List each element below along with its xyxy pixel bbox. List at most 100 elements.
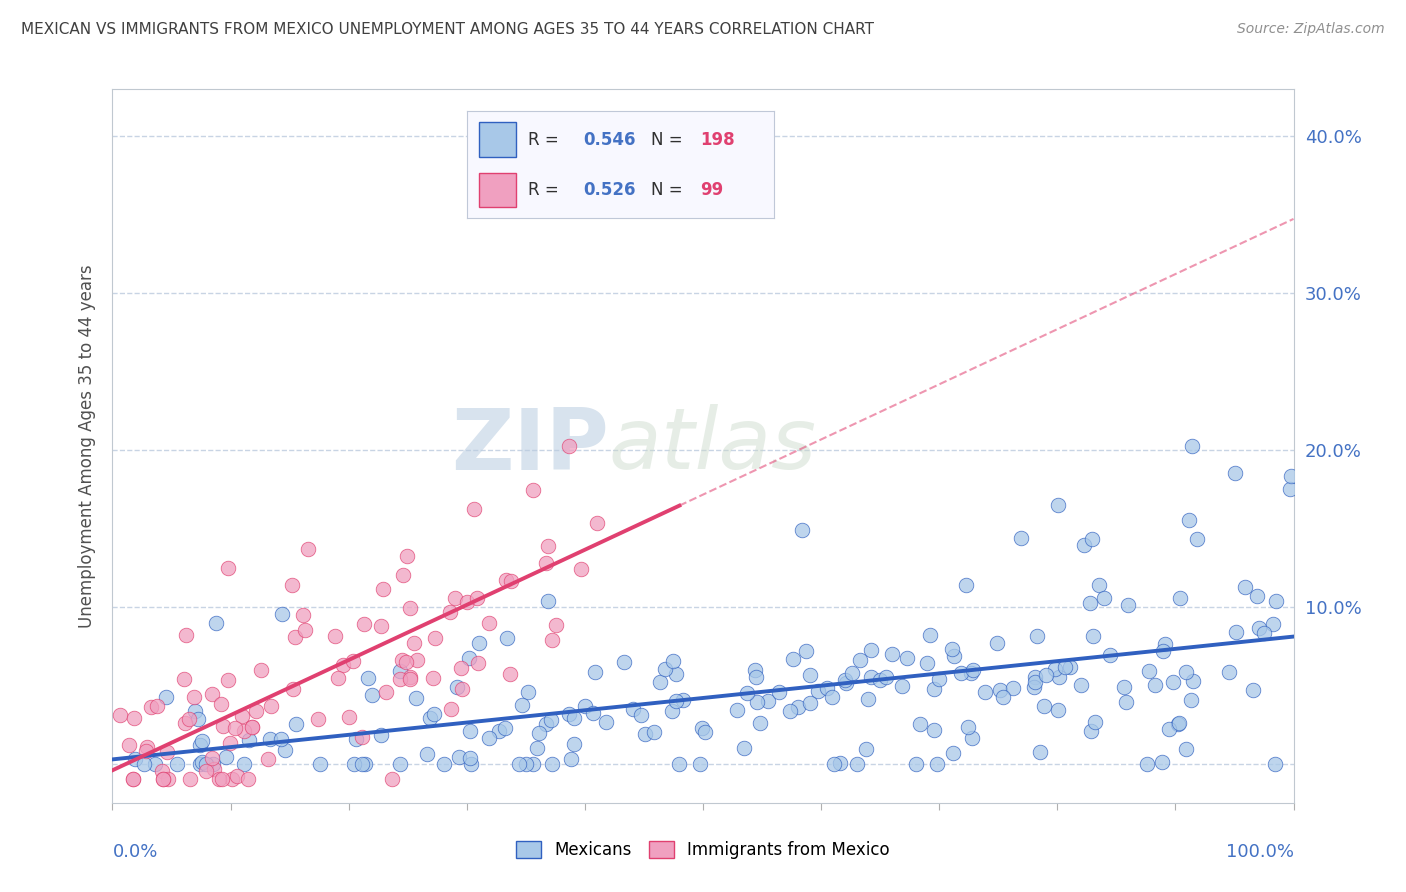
- Point: [141, 700, 163, 714]
- Point: [582, 706, 605, 720]
- FancyBboxPatch shape: [479, 173, 516, 207]
- Point: [124, 752, 146, 766]
- Point: [1225, 624, 1247, 639]
- Point: [725, 703, 748, 717]
- Point: [508, 756, 530, 771]
- Point: [643, 725, 665, 739]
- Point: [146, 699, 169, 714]
- Point: [1246, 589, 1268, 603]
- Point: [232, 724, 254, 739]
- Point: [959, 666, 981, 681]
- Point: [1081, 629, 1104, 643]
- Point: [309, 756, 332, 771]
- Point: [922, 723, 945, 738]
- Point: [654, 663, 676, 677]
- Point: [1152, 755, 1174, 769]
- Point: [1168, 591, 1191, 606]
- Point: [988, 682, 1011, 697]
- Point: [744, 670, 766, 684]
- Point: [560, 752, 582, 766]
- Point: [835, 676, 858, 690]
- Point: [195, 756, 218, 771]
- Text: MEXICAN VS IMMIGRANTS FROM MEXICO UNEMPLOYMENT AMONG AGES 35 TO 44 YEARS CORRELA: MEXICAN VS IMMIGRANTS FROM MEXICO UNEMPL…: [21, 22, 875, 37]
- Point: [467, 656, 489, 670]
- Point: [1022, 680, 1045, 694]
- Point: [904, 756, 927, 771]
- Point: [510, 698, 533, 712]
- Point: [232, 756, 254, 771]
- Point: [381, 772, 404, 787]
- Point: [307, 712, 329, 726]
- Point: [166, 756, 188, 771]
- Point: [1161, 675, 1184, 690]
- Point: [799, 697, 821, 711]
- Point: [155, 746, 177, 760]
- Point: [337, 709, 360, 723]
- Point: [150, 764, 173, 779]
- Point: [957, 720, 980, 734]
- Text: 198: 198: [700, 130, 735, 148]
- Point: [973, 684, 995, 698]
- Point: [399, 672, 422, 686]
- Text: R =: R =: [529, 130, 560, 148]
- Point: [515, 756, 537, 771]
- Point: [745, 695, 768, 709]
- Point: [388, 756, 411, 771]
- Point: [1247, 621, 1270, 635]
- Point: [121, 772, 143, 787]
- Point: [173, 672, 195, 686]
- Point: [297, 541, 319, 556]
- Point: [374, 684, 396, 698]
- Point: [527, 725, 550, 739]
- Point: [389, 665, 412, 679]
- Point: [332, 657, 354, 672]
- Point: [231, 708, 253, 723]
- Point: [468, 636, 491, 650]
- Point: [405, 691, 427, 706]
- Point: [733, 741, 755, 756]
- Point: [648, 675, 671, 690]
- Point: [869, 673, 891, 687]
- Point: [799, 667, 821, 681]
- Point: [176, 628, 198, 642]
- Point: [396, 549, 419, 564]
- Point: [188, 739, 211, 753]
- Point: [245, 704, 267, 718]
- Point: [534, 556, 557, 570]
- Point: [495, 632, 517, 646]
- Point: [526, 741, 548, 756]
- Point: [1059, 660, 1081, 674]
- Point: [179, 772, 201, 787]
- Point: [391, 653, 413, 667]
- Point: [439, 605, 461, 619]
- Point: [398, 600, 420, 615]
- Point: [668, 756, 690, 771]
- Point: [209, 697, 232, 711]
- Point: [1152, 644, 1174, 658]
- Point: [214, 750, 236, 764]
- Point: [444, 591, 467, 605]
- Point: [1185, 533, 1208, 547]
- Point: [187, 712, 209, 726]
- Point: [217, 561, 239, 575]
- Point: [1070, 677, 1092, 691]
- Point: [1035, 668, 1057, 682]
- Point: [1253, 625, 1275, 640]
- Point: [404, 636, 426, 650]
- Point: [157, 772, 180, 787]
- Point: [558, 439, 581, 453]
- Point: [353, 617, 375, 632]
- Point: [1181, 673, 1204, 688]
- Point: [191, 755, 214, 769]
- Y-axis label: Unemployment Among Ages 35 to 44 years: Unemployment Among Ages 35 to 44 years: [77, 264, 96, 628]
- Point: [962, 731, 984, 746]
- Point: [1024, 670, 1046, 684]
- Point: [756, 694, 779, 708]
- Point: [749, 716, 772, 731]
- Point: [794, 643, 817, 657]
- Point: [217, 673, 239, 688]
- Point: [1084, 714, 1107, 729]
- Point: [1157, 722, 1180, 736]
- Point: [834, 673, 856, 687]
- Point: [1043, 662, 1066, 676]
